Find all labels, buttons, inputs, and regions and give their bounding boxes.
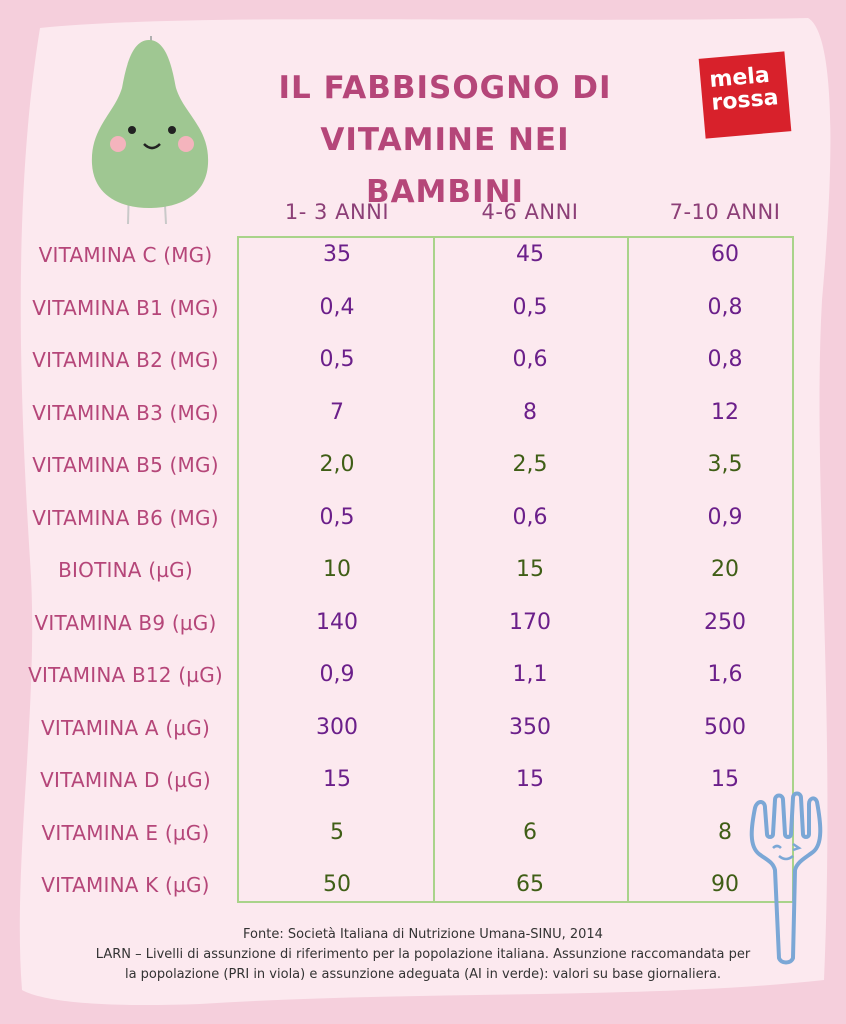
table-cell: 170 xyxy=(509,610,551,635)
table-cell: 300 xyxy=(316,715,358,740)
row-label: VITAMINA B1 (MG) xyxy=(32,296,219,320)
column-header-7-10: 7-10 ANNI xyxy=(669,200,781,224)
logo-line-2: rossa xyxy=(710,85,780,116)
row-label: VITAMINA K (µG) xyxy=(41,873,210,897)
table-cell: 8 xyxy=(718,820,732,845)
table-cell: 2,5 xyxy=(512,452,548,477)
column-header-4-6: 4-6 ANNI xyxy=(481,200,579,224)
row-label: VITAMINA B9 (µG) xyxy=(34,611,217,635)
table-cell: 0,4 xyxy=(319,295,355,320)
row-label: VITAMINA D (µG) xyxy=(40,768,211,792)
page-title: IL FABBISOGNO DI VITAMINE NEI BAMBINI xyxy=(250,62,640,218)
footer-note-2: la popolazione (PRI in viola) e assunzio… xyxy=(124,967,722,982)
table-cell: 350 xyxy=(509,715,551,740)
table-cell: 0,8 xyxy=(707,347,743,372)
title-line-1: IL FABBISOGNO DI xyxy=(278,70,612,106)
table-cell: 8 xyxy=(523,400,537,425)
table-cell: 90 xyxy=(711,872,739,897)
melarossa-logo: mela rossa xyxy=(698,51,792,139)
table-cell: 0,8 xyxy=(707,295,743,320)
row-label: VITAMINA B2 (MG) xyxy=(32,348,219,372)
fork-mascot-icon xyxy=(749,791,823,965)
table-cell: 5 xyxy=(330,820,344,845)
table-cell: 35 xyxy=(323,242,351,267)
table-cell: 0,5 xyxy=(319,347,355,372)
table-cell: 500 xyxy=(704,715,746,740)
table-cell: 20 xyxy=(711,557,739,582)
table-cell: 3,5 xyxy=(707,452,743,477)
grid-divider xyxy=(627,238,629,901)
table-cell: 2,0 xyxy=(319,452,355,477)
table-cell: 6 xyxy=(523,820,537,845)
table-cell: 0,5 xyxy=(512,295,548,320)
table-cell: 50 xyxy=(323,872,351,897)
table-cell: 15 xyxy=(516,557,544,582)
table-cell: 250 xyxy=(704,610,746,635)
table-cell: 15 xyxy=(323,767,351,792)
table-cell: 0,6 xyxy=(512,505,548,530)
footer-note-1: LARN – Livelli di assunzione di riferime… xyxy=(95,947,751,962)
table-cell: 1,6 xyxy=(707,662,743,687)
table-cell: 7 xyxy=(330,400,344,425)
row-label: VITAMINA A (µG) xyxy=(41,716,210,740)
column-header-1-3: 1- 3 ANNI xyxy=(284,200,390,224)
row-label: VITAMINA B12 (µG) xyxy=(28,663,223,687)
table-cell: 0,9 xyxy=(707,505,743,530)
table-cell: 15 xyxy=(516,767,544,792)
table-cell: 0,9 xyxy=(319,662,355,687)
grid-divider xyxy=(433,238,435,901)
title-line-2: VITAMINE NEI BAMBINI xyxy=(320,122,570,210)
table-cell: 60 xyxy=(711,242,739,267)
table-cell: 12 xyxy=(711,400,739,425)
table-cell: 10 xyxy=(323,557,351,582)
row-label: VITAMINA B3 (MG) xyxy=(32,401,219,425)
row-label: VITAMINA E (µG) xyxy=(41,821,210,845)
row-label: VITAMINA C (MG) xyxy=(38,243,213,267)
row-label: BIOTINA (µG) xyxy=(58,558,193,582)
footer-source: Fonte: Società Italiana di Nutrizione Um… xyxy=(243,927,603,942)
table-cell: 0,5 xyxy=(319,505,355,530)
table-cell: 140 xyxy=(316,610,358,635)
source-footer: Fonte: Società Italiana di Nutrizione Um… xyxy=(30,925,816,985)
table-cell: 65 xyxy=(516,872,544,897)
pear-mascot-icon xyxy=(91,36,209,225)
table-cell: 45 xyxy=(516,242,544,267)
row-label: VITAMINA B6 (MG) xyxy=(32,506,219,530)
table-cell: 0,6 xyxy=(512,347,548,372)
table-cell: 1,1 xyxy=(512,662,548,687)
row-label: VITAMINA B5 (MG) xyxy=(32,453,219,477)
vitamin-table-grid xyxy=(237,236,794,903)
table-cell: 15 xyxy=(711,767,739,792)
